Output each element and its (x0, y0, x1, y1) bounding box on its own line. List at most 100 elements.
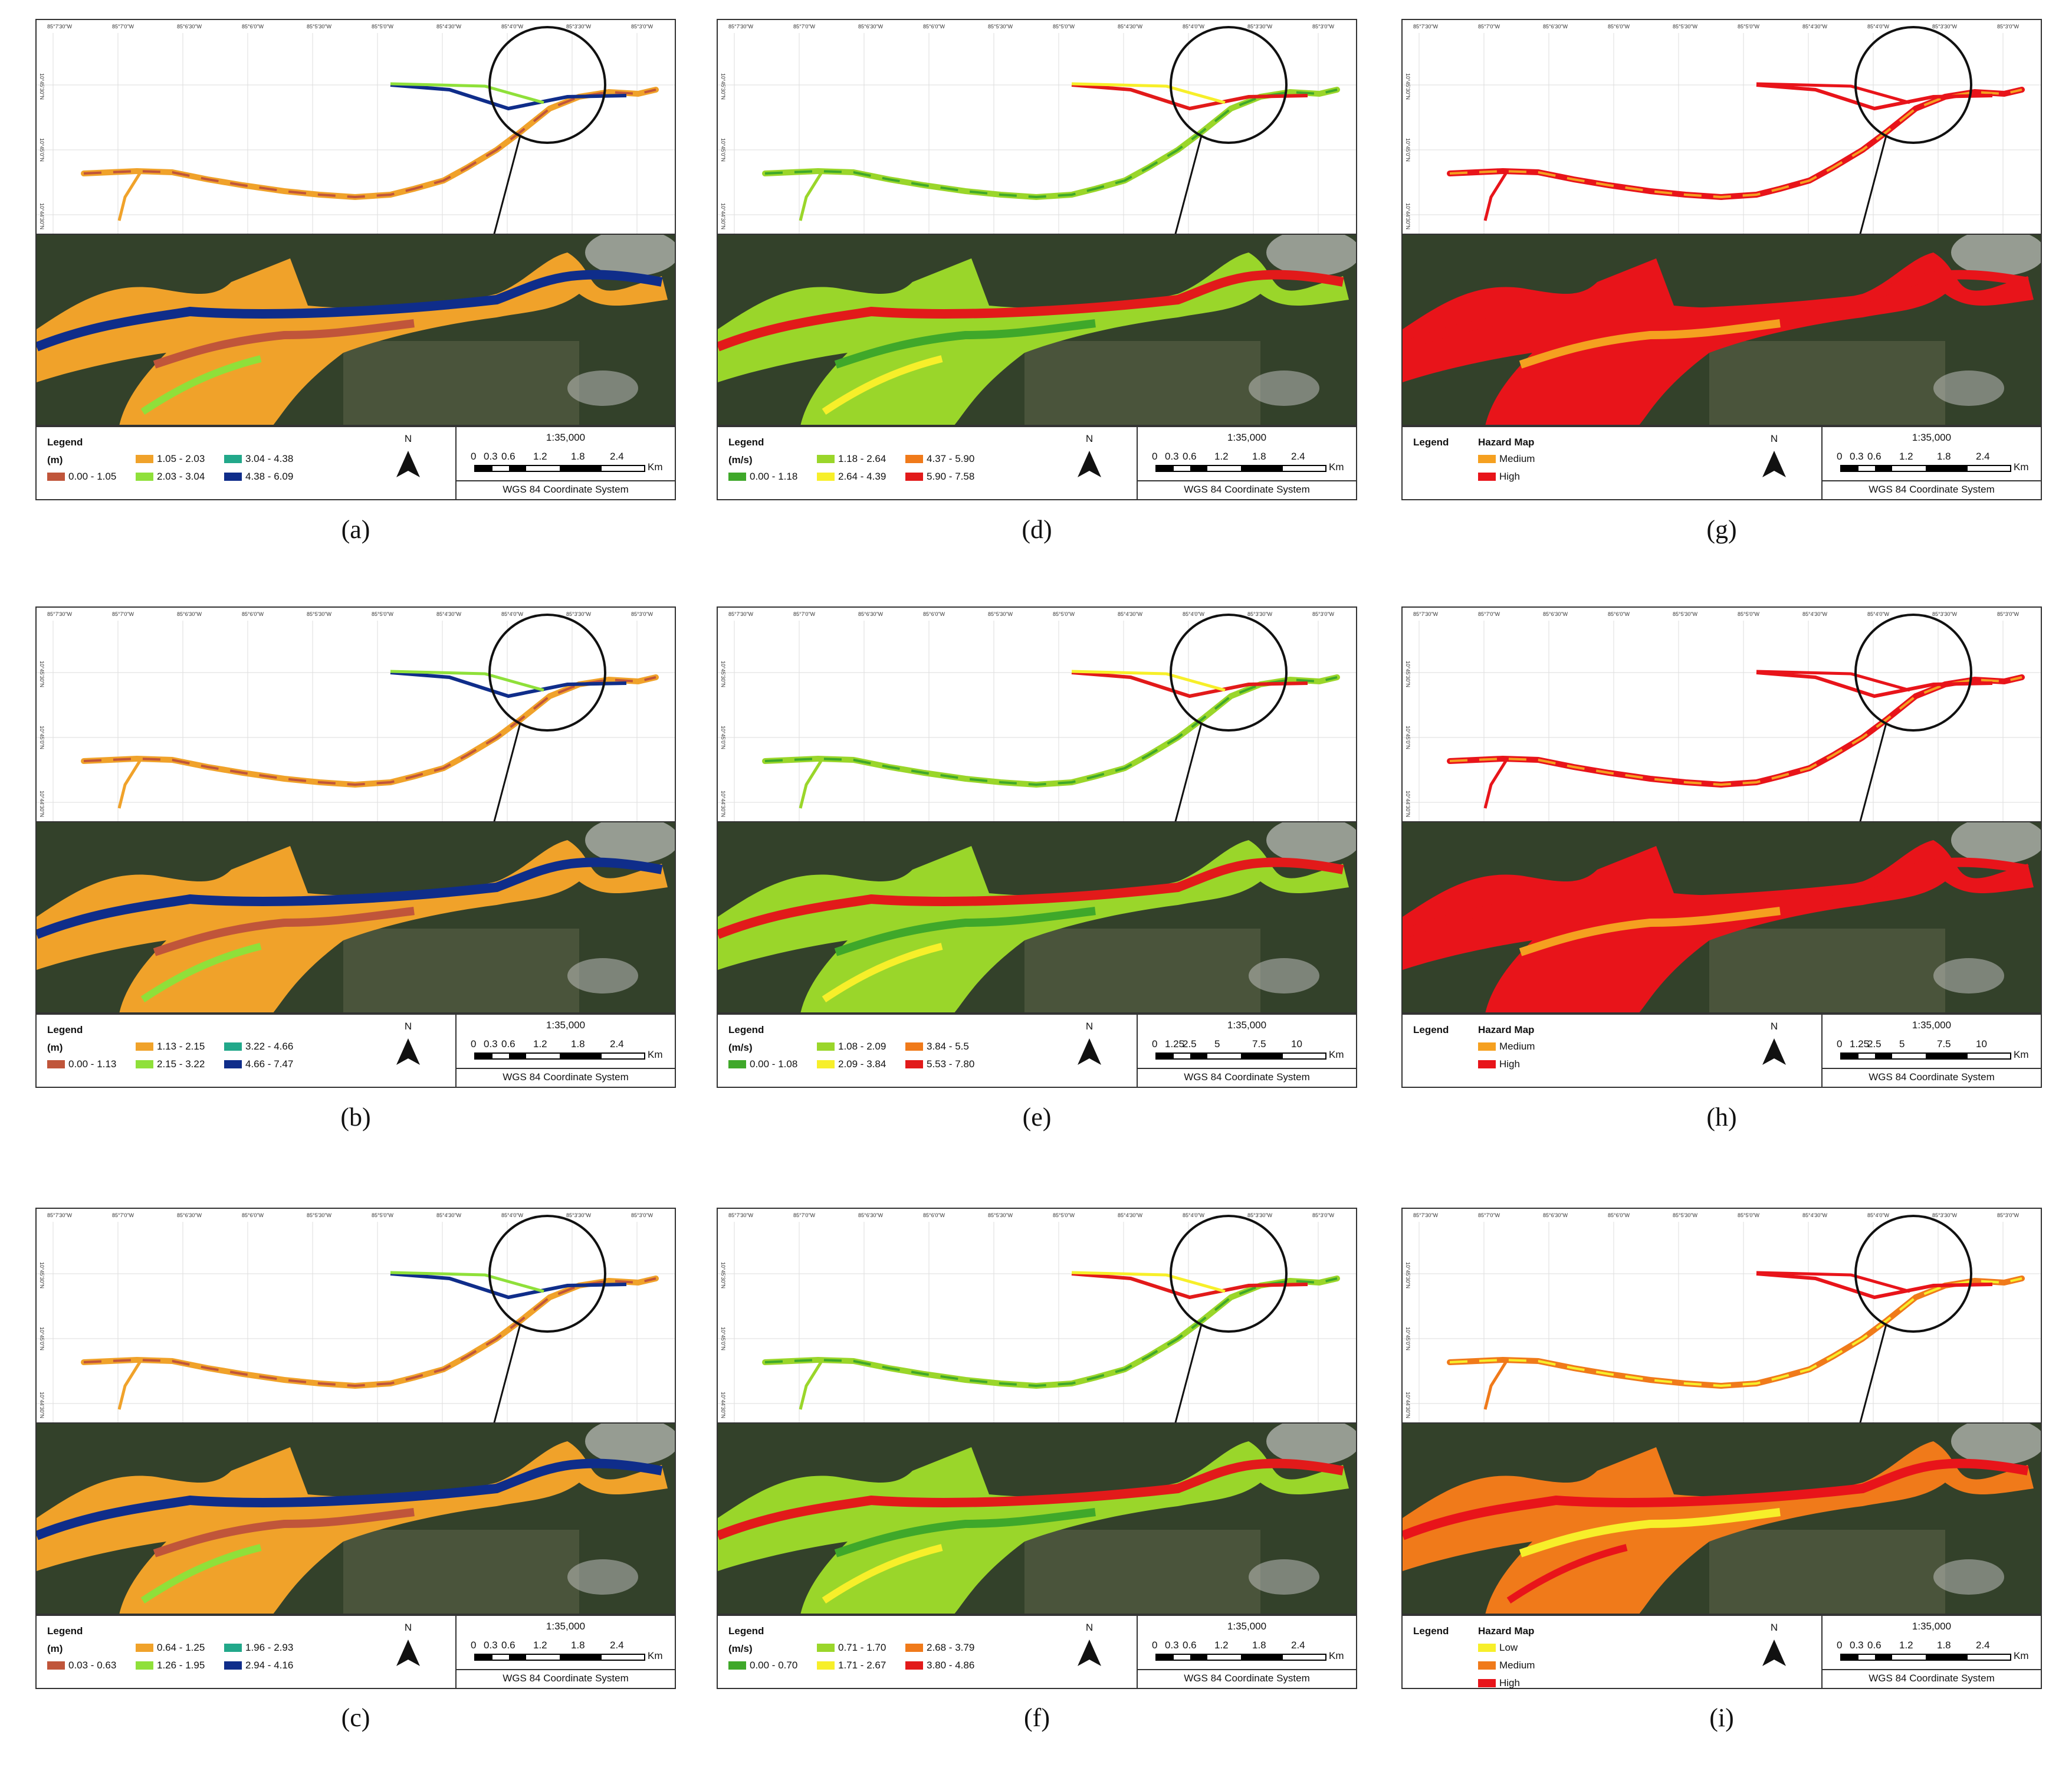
longitude-tick-label: 85°3'0"W (1997, 611, 2020, 617)
legend-panel: Legend (m/s) 0.00 - 1.18 1.18 - 2.64 2.64 - … (717, 426, 1357, 500)
coordinate-system-label: WGS 84 Coordinate System (1823, 480, 2041, 496)
longitude-tick-label: 85°3'0"W (631, 24, 654, 29)
legend-swatch (905, 1644, 923, 1652)
longitude-tick-label: 85°5'30"W (307, 24, 332, 29)
longitude-tick-label: 85°4'0"W (1183, 24, 1205, 29)
scale-tick-label: 0.3 (1850, 1640, 1864, 1651)
longitude-tick-label: 85°3'30"W (566, 611, 592, 617)
legend-swatch (224, 473, 242, 481)
scale-tick-label: 0.3 (1165, 451, 1179, 462)
legend-item: 0.03 - 0.63 (47, 1660, 116, 1671)
longitude-tick-label: 85°7'30"W (47, 1212, 73, 1218)
legend-swatch (224, 455, 242, 463)
legend-unit: (m/s) (728, 1643, 753, 1654)
legend-swatch (224, 1060, 242, 1068)
scale-bar (474, 465, 645, 472)
longitude-tick-label: 85°7'0"W (112, 611, 134, 617)
legend-swatch (224, 1661, 242, 1670)
longitude-tick-label: 85°4'30"W (1118, 611, 1143, 617)
legend-swatch (817, 1042, 835, 1051)
legend-swatch (1478, 1661, 1496, 1670)
latitude-tick-label: 10°45'30"N (39, 73, 45, 100)
longitude-tick-label: 85°4'30"W (436, 24, 462, 29)
legend-item: High (1478, 1677, 1520, 1689)
north-arrow: N (390, 1622, 426, 1681)
legend-label: 0.00 - 1.05 (68, 471, 117, 482)
north-arrow: N (390, 433, 426, 492)
longitude-tick-label: 85°4'30"W (1802, 24, 1828, 29)
scale-tick-label: 0 (471, 451, 477, 462)
longitude-tick-label: 85°7'30"W (47, 24, 73, 29)
longitude-tick-label: 85°5'0"W (1738, 1212, 1760, 1218)
scale-tick-label: 0 (1837, 451, 1843, 462)
legend-title: Legend (728, 437, 764, 448)
longitude-tick-label: 85°7'0"W (1478, 1212, 1500, 1218)
scale-tick-label: 0.6 (1867, 1640, 1881, 1651)
scale-tick-label: 1.2 (1214, 451, 1229, 462)
latitude-tick-label: 10°44'30"N (39, 1392, 45, 1419)
scale-bar-panel: 1:35,000 0 0.3 0.6 1.2 1.8 2.4 Km WGS 84 Coordin… (1137, 427, 1356, 499)
scale-tick-label: 2.4 (1976, 451, 1990, 462)
coordinate-system-label: WGS 84 Coordinate System (457, 480, 675, 496)
panel-caption: (d) (1022, 515, 1052, 544)
legend-label: 1.08 - 2.09 (838, 1041, 886, 1052)
scale-tick-label: 2.4 (1976, 1640, 1990, 1651)
legend-label: 2.68 - 3.79 (927, 1642, 975, 1653)
overview-map: 85°7'30"W 85°7'0"W 85°6'30"W 85°6'0"W 85°5'3… (35, 19, 676, 235)
legend-label: 1.96 - 2.93 (245, 1642, 294, 1653)
scale-tick-label: 2.4 (1291, 451, 1305, 462)
scale-ratio: 1:35,000 (1912, 1019, 1952, 1031)
legend-swatch (1478, 1679, 1496, 1687)
legend-unit: (m) (47, 1042, 63, 1053)
overview-map: 85°7'30"W 85°7'0"W 85°6'30"W 85°6'0"W 85°5'3… (35, 606, 676, 822)
scale-tick-label: 2.5 (1183, 1038, 1197, 1050)
hazard-map-title: Hazard Map (1478, 1024, 1535, 1035)
legend-label: 0.00 - 1.13 (68, 1058, 117, 1070)
longitude-tick-label: 85°7'30"W (728, 1212, 754, 1218)
legend-item: 2.94 - 4.16 (224, 1660, 293, 1671)
legend-label: 5.53 - 7.80 (927, 1058, 975, 1070)
latitude-tick-label: 10°45'0"N (39, 1327, 45, 1351)
legend-title: Legend (728, 1625, 764, 1637)
scale-tick-label: 1.8 (1252, 451, 1266, 462)
legend-item: 1.13 - 2.15 (136, 1041, 205, 1052)
scale-unit: Km (2014, 1049, 2029, 1060)
legend-panel: Legend (m) 0.00 - 1.13 1.13 - 2.15 2.15 - 3.… (35, 1014, 676, 1088)
scale-tick-label: 0.6 (1867, 451, 1881, 462)
north-label: N (1770, 1622, 1778, 1633)
legend-item: High (1478, 471, 1520, 483)
coordinate-system-label: WGS 84 Coordinate System (1138, 480, 1356, 496)
longitude-tick-label: 85°5'30"W (1673, 611, 1698, 617)
longitude-tick-label: 85°5'0"W (1738, 611, 1760, 617)
legend-swatch (136, 1042, 153, 1051)
legend-swatch (136, 1060, 153, 1068)
legend-swatch (1478, 473, 1496, 481)
panel-caption: (i) (1709, 1703, 1734, 1732)
scale-ratio: 1:35,000 (546, 432, 586, 443)
legend-title: Legend (47, 437, 83, 448)
longitude-tick-label: 85°4'30"W (436, 1212, 462, 1218)
longitude-tick-label: 85°3'0"W (1312, 24, 1335, 29)
legend-item: 0.00 - 1.18 (728, 471, 797, 483)
legend-label: 0.00 - 0.70 (750, 1660, 798, 1671)
legend-swatch (905, 1661, 923, 1670)
overview-map: 85°7'30"W 85°7'0"W 85°6'30"W 85°6'0"W 85°5'3… (1401, 1208, 2042, 1424)
scale-tick-label: 0.6 (1183, 1640, 1197, 1651)
scale-tick-label: 1.25 (1850, 1038, 1870, 1050)
longitude-tick-label: 85°5'0"W (1053, 1212, 1075, 1218)
legend-title: Legend (1413, 1024, 1449, 1035)
legend-item: 2.03 - 3.04 (136, 471, 205, 483)
scale-tick-label: 0 (1152, 451, 1158, 462)
legend-item: 5.90 - 7.58 (905, 471, 974, 483)
satellite-zoom-view (717, 822, 1357, 1014)
longitude-tick-label: 85°3'0"W (1997, 1212, 2020, 1218)
scale-tick-label: 1.2 (533, 1038, 547, 1050)
north-arrow-icon (1078, 451, 1101, 477)
scale-tick-label: 0.3 (484, 1038, 498, 1050)
longitude-tick-label: 85°5'0"W (372, 24, 394, 29)
scale-tick-label: 7.5 (1937, 1038, 1951, 1050)
legend-label: 2.64 - 4.39 (838, 471, 886, 482)
legend-label: 4.37 - 5.90 (927, 453, 975, 464)
longitude-tick-label: 85°5'30"W (988, 24, 1013, 29)
overview-map: 85°7'30"W 85°7'0"W 85°6'30"W 85°6'0"W 85°5'3… (35, 1208, 676, 1424)
